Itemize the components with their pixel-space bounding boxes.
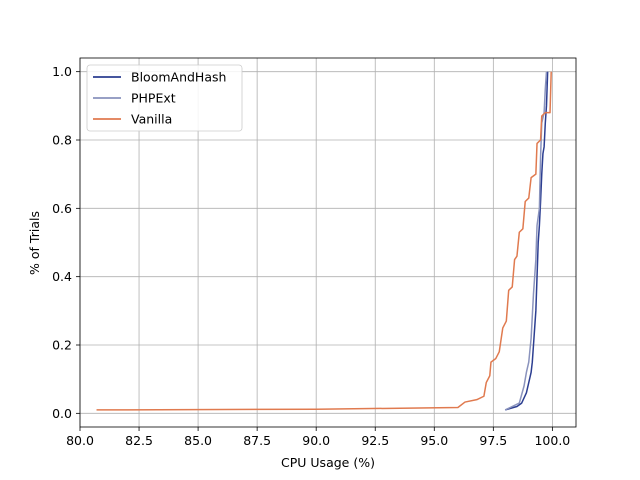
- series-lines: [96, 71, 552, 411]
- axes-border: [79, 57, 577, 428]
- x-tick-label: 97.5: [479, 433, 507, 448]
- series-line-bloomandhash: [504, 71, 549, 411]
- y-tick-label: 0.2: [52, 338, 72, 353]
- legend-label-phpext: PHPExt: [131, 91, 176, 106]
- y-tick-label: 0.0: [52, 406, 72, 421]
- y-axis-ticks: 0.0 0.2 0.4 0.6 0.8 1.0: [52, 64, 80, 421]
- series-line-phpext: [504, 71, 548, 411]
- x-tick-label: 82.5: [125, 433, 153, 448]
- x-tick-label: 85.0: [184, 433, 212, 448]
- x-tick-label: 95.0: [420, 433, 448, 448]
- y-tick-label: 0.6: [52, 201, 72, 216]
- legend-box: [86, 64, 243, 132]
- series-line-vanilla: [96, 71, 552, 411]
- y-tick-label: 0.8: [52, 133, 72, 148]
- x-tick-label: 100.0: [534, 433, 570, 448]
- y-tick-label: 1.0: [52, 64, 72, 79]
- x-tick-label: 92.5: [361, 433, 389, 448]
- y-tick-label: 0.4: [52, 269, 72, 284]
- x-axis-ticks: 80.0 82.5 85.0 87.5 90.0 92.5 95.0 97.5 100.0: [66, 427, 570, 448]
- legend-label-bloomandhash: BloomAndHash: [131, 70, 226, 85]
- legend: BloomAndHash PHPExt Vanilla: [86, 64, 243, 132]
- x-axis-label: CPU Usage (%): [281, 455, 375, 470]
- y-axis-label: % of Trials: [27, 211, 42, 275]
- axes-frame: [79, 57, 577, 428]
- x-tick-label: 87.5: [243, 433, 271, 448]
- x-tick-label: 80.0: [66, 433, 94, 448]
- legend-label-vanilla: Vanilla: [131, 112, 172, 127]
- x-tick-label: 90.0: [302, 433, 330, 448]
